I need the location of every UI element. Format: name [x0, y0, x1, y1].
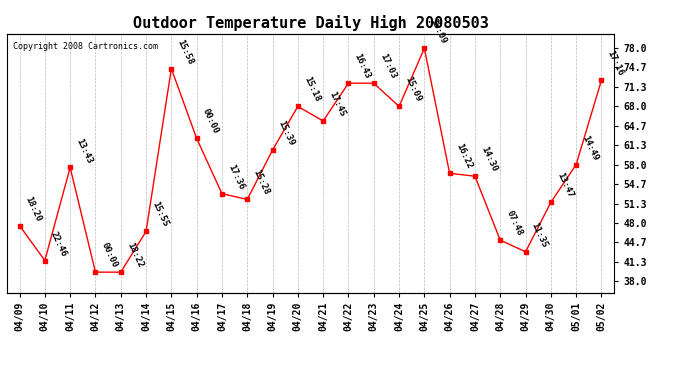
Text: 15:39: 15:39: [277, 119, 296, 147]
Text: 14:30: 14:30: [479, 145, 499, 173]
Text: 07:48: 07:48: [504, 209, 524, 237]
Text: 17:03: 17:03: [378, 52, 397, 80]
Text: 16:22: 16:22: [454, 142, 473, 171]
Text: 14:49: 14:49: [580, 134, 600, 162]
Text: 18:22: 18:22: [125, 241, 144, 269]
Text: 13:43: 13:43: [75, 136, 94, 165]
Text: 22:46: 22:46: [49, 230, 68, 258]
Text: 17:36: 17:36: [226, 163, 246, 191]
Text: 15:09: 15:09: [403, 75, 423, 104]
Text: 13:47: 13:47: [555, 171, 575, 200]
Text: Copyright 2008 Cartronics.com: Copyright 2008 Cartronics.com: [13, 42, 158, 51]
Text: 11:35: 11:35: [530, 221, 549, 249]
Text: 15:58: 15:58: [175, 38, 195, 66]
Text: 15:09: 15:09: [428, 17, 448, 45]
Text: 00:00: 00:00: [201, 108, 220, 136]
Text: 15:28: 15:28: [251, 168, 271, 197]
Text: 16:43: 16:43: [353, 52, 372, 80]
Text: 15:18: 15:18: [302, 75, 322, 104]
Text: 15:55: 15:55: [150, 201, 170, 229]
Text: 18:20: 18:20: [23, 195, 43, 223]
Title: Outdoor Temperature Daily High 20080503: Outdoor Temperature Daily High 20080503: [132, 15, 489, 31]
Text: 17:16: 17:16: [606, 50, 625, 78]
Text: 00:00: 00:00: [99, 241, 119, 269]
Text: 17:45: 17:45: [327, 90, 347, 118]
